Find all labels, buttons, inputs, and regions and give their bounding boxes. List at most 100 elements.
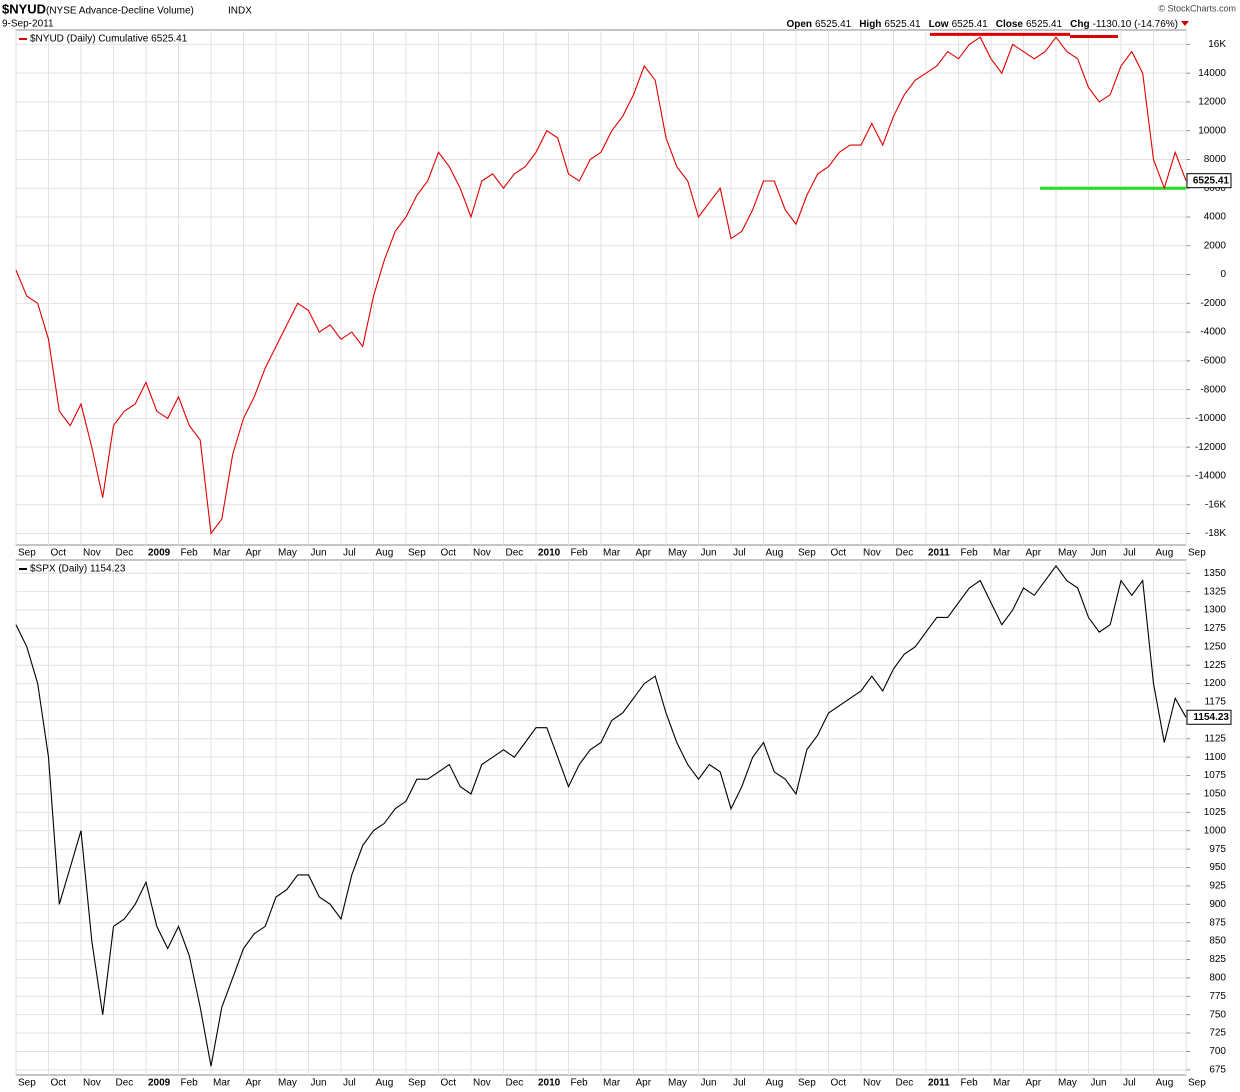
x-tick-label: Dec [896,1078,914,1089]
x-tick-label: Sep [408,1078,426,1089]
x-tick-label: Feb [181,1078,199,1089]
x-tick-label: Mar [213,1078,231,1089]
quote-label: Close [996,19,1024,30]
y-tick-label: 4000 [1204,212,1227,223]
last-value-box [1186,709,1232,725]
series-line [15,564,1187,1067]
index-name: (NYSE Advance-Decline Volume) [46,6,194,17]
x-tick-label: 2010 [538,548,561,559]
y-tick-label: 1250 [1204,641,1227,652]
x-tick-label: Nov [83,1078,101,1089]
x-tick-label: Dec [116,548,134,559]
x-tick-label: Oct [51,1078,67,1089]
y-tick-label: -16K [1205,499,1226,510]
y-tick-label: 1175 [1204,697,1226,708]
x-tick-label: Jul [343,1078,356,1089]
y-tick-label: 925 [1209,881,1226,892]
x-tick-label: Aug [766,1078,784,1089]
y-tick-label: 800 [1209,973,1226,984]
y-tick-label: -2000 [1200,298,1226,309]
x-tick-label: Jun [1091,1078,1107,1089]
down-arrow [1181,21,1189,26]
copyright: © StockCharts.com [1158,3,1236,13]
x-tick-label: 2011 [928,548,950,559]
x-tick-label: Nov [863,548,881,559]
y-tick-label: 1200 [1204,678,1227,689]
x-tick-label: Mar [603,548,621,559]
x-tick-label: Apr [1026,1078,1042,1089]
x-tick-label: Nov [473,548,491,559]
y-tick-label: 1325 [1204,586,1227,597]
y-tick-label: 1075 [1204,770,1227,781]
y-tick-label: -10000 [1195,413,1227,424]
y-tick-label: 900 [1209,899,1226,910]
x-tick-label: Oct [831,548,847,559]
x-tick-label: May [668,1078,687,1089]
x-tick-label: Oct [831,1078,847,1089]
y-tick-label: 6000 [1204,183,1227,194]
x-tick-label: Feb [961,548,979,559]
y-tick-label: -14000 [1195,471,1227,482]
quote-label: Low [929,19,949,30]
y-tick-label: 16K [1208,39,1226,50]
y-tick-label: 725 [1209,1028,1226,1039]
y-tick-label: 8000 [1204,154,1227,165]
x-tick-label: Mar [993,548,1011,559]
x-tick-label: Sep [18,1078,36,1089]
y-tick-label: -12000 [1195,442,1227,453]
x-tick-label: Apr [246,548,262,559]
x-tick-label: Jul [343,548,356,559]
y-tick-label: 10000 [1198,125,1226,136]
x-tick-label: May [278,1078,297,1089]
x-tick-label: Sep [18,548,36,559]
y-tick-label: 825 [1209,954,1226,965]
y-tick-label: 875 [1209,917,1226,928]
x-tick-label: Jun [311,548,327,559]
y-tick-label: 1300 [1204,605,1227,616]
x-tick-label: Nov [863,1078,881,1089]
x-tick-label: Jun [701,548,717,559]
y-tick-label: 700 [1209,1046,1226,1057]
x-tick-label: Jun [311,1078,327,1089]
x-tick-label: Mar [603,1078,621,1089]
x-tick-label: Apr [1026,548,1042,559]
x-tick-label: Aug [1156,1078,1174,1089]
y-tick-label: 1350 [1204,568,1227,579]
x-tick-label: Jun [1091,548,1107,559]
quote-label: Open [786,19,812,30]
quote-value: -1130.10 (-14.76%) [1093,19,1178,30]
y-tick-label: -6000 [1200,356,1226,367]
legend-label: $NYUD (Daily) Cumulative 6525.41 [30,34,188,45]
y-tick-label: 975 [1209,844,1226,855]
y-tick-label: 750 [1209,1009,1226,1020]
x-tick-label: Nov [473,1078,491,1089]
last-value-label: 6525.41 [1193,175,1230,186]
y-tick-label: 1225 [1204,660,1227,671]
y-tick-label: 1275 [1204,623,1227,634]
quote-label: Chg [1070,19,1089,30]
symbol: $NYUD [2,1,46,16]
x-tick-label: Dec [116,1078,134,1089]
y-tick-label: -18K [1205,528,1226,539]
x-tick-label: Oct [441,548,457,559]
x-tick-label: Aug [1156,548,1174,559]
y-tick-label: 850 [1209,936,1226,947]
x-tick-label: Feb [181,548,199,559]
x-tick-label: Nov [83,548,101,559]
x-tick-label: Dec [896,548,914,559]
x-tick-label: Aug [376,1078,394,1089]
y-tick-label: 1050 [1204,789,1227,800]
x-tick-label: Sep [798,1078,816,1089]
x-tick-label: Aug [766,548,784,559]
y-tick-label: 1100 [1204,752,1226,763]
quote-value: 6525.41 [884,19,921,30]
last-value-box [1186,173,1232,189]
x-tick-label: Feb [571,548,589,559]
y-tick-label: 775 [1209,991,1226,1002]
x-tick-label: Sep [798,548,816,559]
x-tick-label: Feb [961,1078,979,1089]
x-tick-label: May [1058,548,1077,559]
y-tick-label: 0 [1220,269,1226,280]
y-tick-label: 1000 [1204,825,1227,836]
x-tick-label: Jul [1123,1078,1136,1089]
